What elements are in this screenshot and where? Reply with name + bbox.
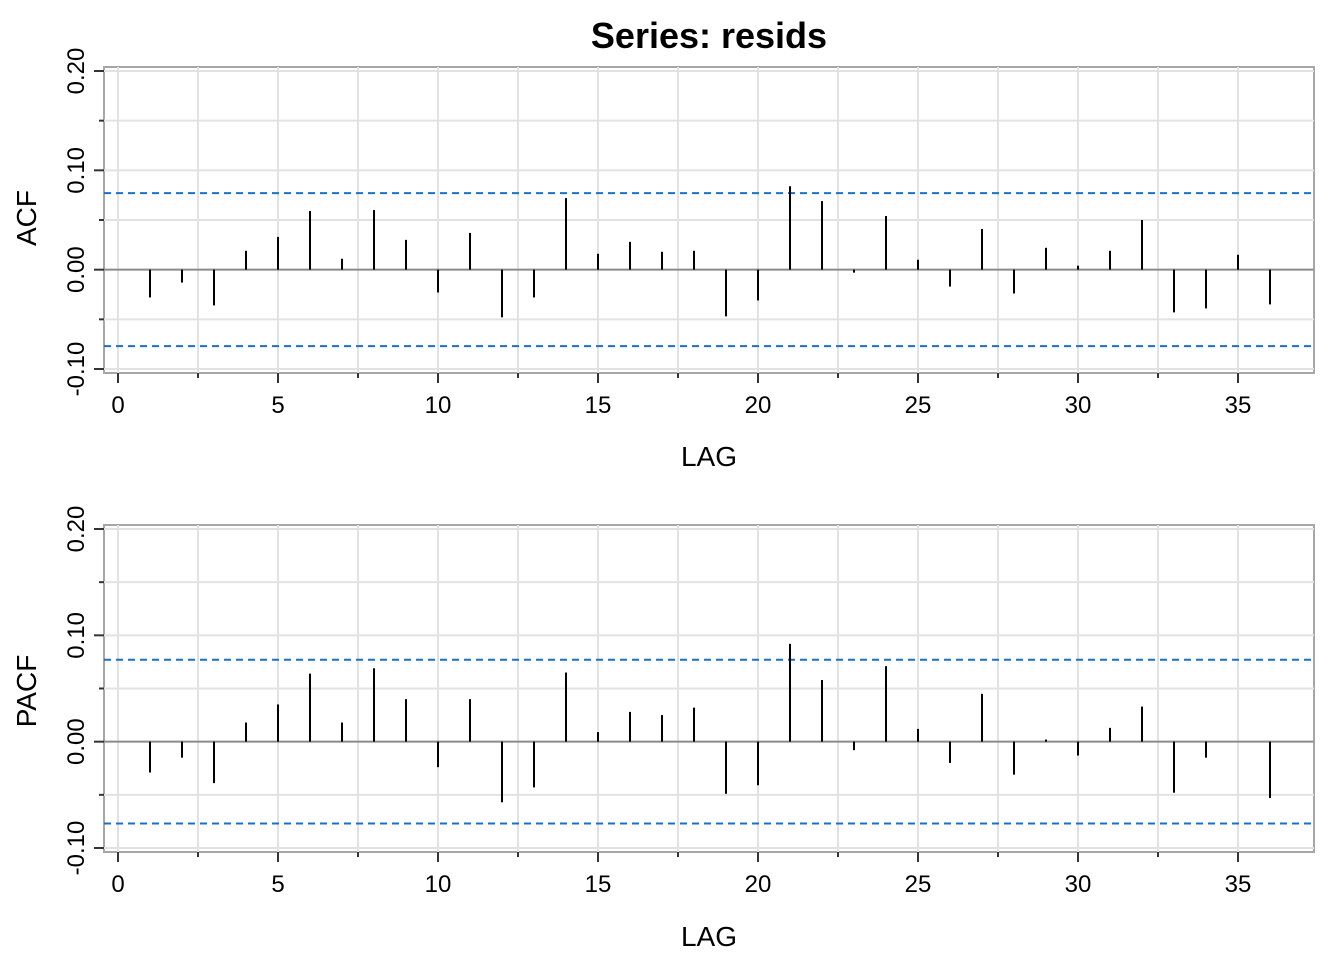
acf-x-tick-label: 5 (271, 392, 284, 419)
pacf-y-tick-label: 0.10 (63, 612, 90, 659)
pacf-x-tick-label: 30 (1065, 871, 1092, 898)
acf-x-tick-label: 20 (745, 392, 772, 419)
pacf-x-tick-label: 0 (111, 871, 124, 898)
acf-y-axis-title: ACF (11, 190, 42, 246)
pacf-x-axis-title: LAG (681, 921, 737, 952)
pacf-panel: 0 5 10 15 20 25 30 35 -0.10 0.00 0.10 0.20 (63, 506, 1315, 898)
acf-x-tick-label: 30 (1065, 392, 1092, 419)
figure-title: Series: resids (591, 15, 827, 56)
pacf-y-tick-label: 0.00 (63, 718, 90, 765)
acf-x-tick-label: 10 (425, 392, 452, 419)
pacf-x-tick-label: 20 (745, 871, 772, 898)
acf-y-tick-label: 0.00 (63, 246, 90, 293)
acf-x-tick-label: 15 (585, 392, 612, 419)
acf-x-tick-label: 25 (905, 392, 932, 419)
pacf-y-tick-label: 0.20 (63, 506, 90, 553)
pacf-x-tick-label: 25 (905, 871, 932, 898)
pacf-x-tick-label: 5 (271, 871, 284, 898)
acf-x-tick-label: 0 (111, 392, 124, 419)
acf-y-tick-label: -0.10 (63, 342, 90, 397)
acf-panel: 0 5 10 15 20 25 30 35 -0.10 0.00 0.10 0.20 (63, 48, 1315, 419)
acf-y-tick-label: 0.10 (63, 147, 90, 194)
pacf-x-tick-label: 10 (425, 871, 452, 898)
pacf-y-axis-title: PACF (11, 655, 42, 728)
acf-y-tick-label: 0.20 (63, 48, 90, 95)
acf-x-tick-label: 35 (1225, 392, 1252, 419)
pacf-x-tick-label: 35 (1225, 871, 1252, 898)
acf-x-axis-title: LAG (681, 441, 737, 472)
pacf-x-tick-label: 15 (585, 871, 612, 898)
pacf-y-tick-label: -0.10 (63, 821, 90, 876)
